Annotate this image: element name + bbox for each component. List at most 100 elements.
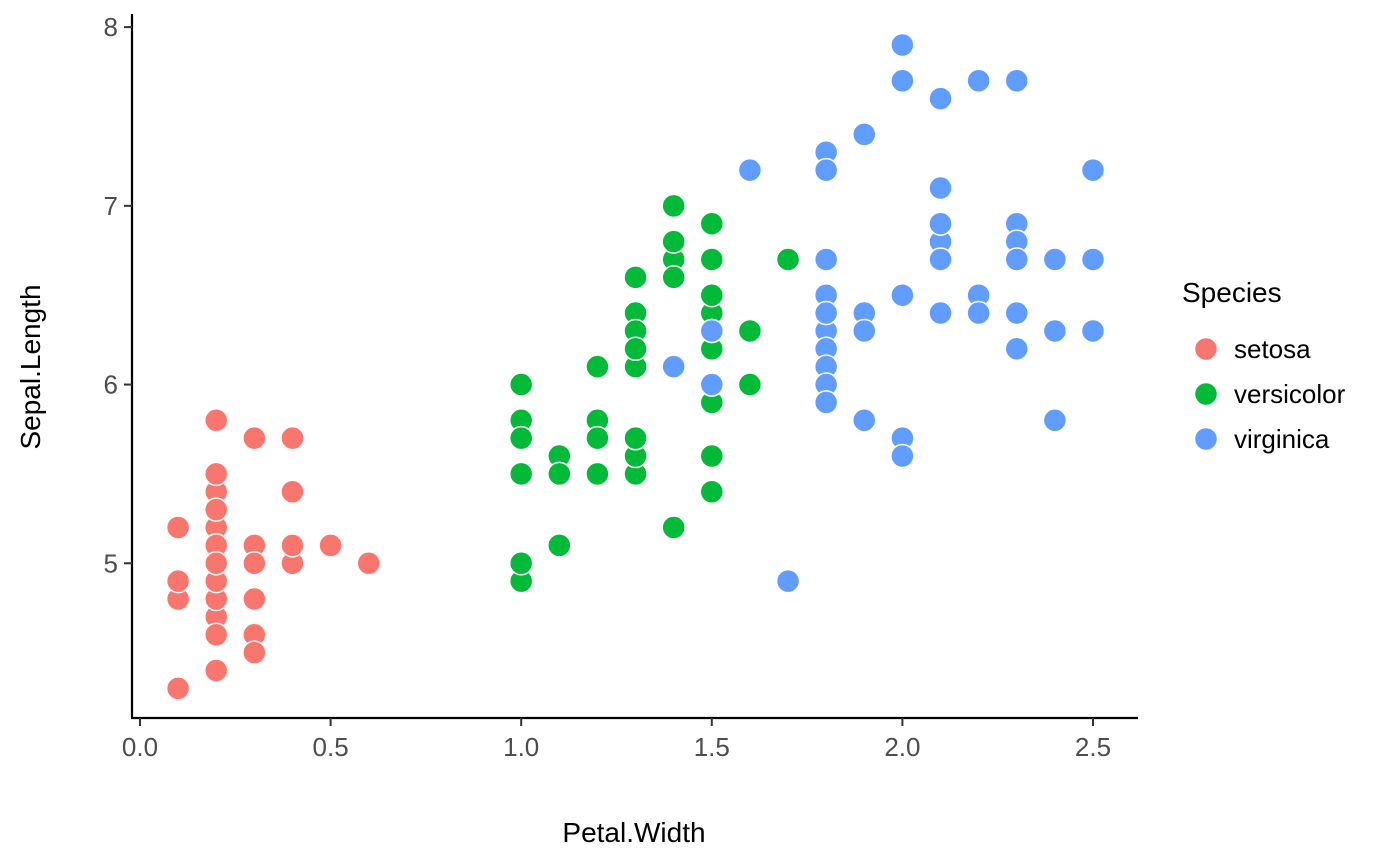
point-virginica: [813, 247, 839, 272]
point-setosa: [165, 676, 191, 701]
point-versicolor: [699, 247, 725, 272]
point-versicolor: [508, 461, 534, 487]
point-setosa: [203, 658, 229, 683]
point-virginica: [1080, 318, 1106, 344]
point-setosa: [356, 551, 381, 576]
point-versicolor: [508, 425, 534, 451]
point-versicolor: [661, 193, 686, 219]
legend-label-virginica: virginica: [1234, 424, 1330, 454]
point-virginica: [928, 211, 953, 236]
y-axis-ticks: 5 6 7 8: [104, 12, 132, 578]
point-setosa: [203, 622, 229, 647]
point-setosa: [203, 551, 229, 576]
point-versicolor: [585, 354, 610, 379]
point-versicolor: [623, 425, 648, 451]
point-virginica: [1004, 68, 1030, 93]
point-versicolor: [699, 443, 725, 469]
x-tick-label: 0.5: [313, 732, 349, 762]
x-tick-label: 2.5: [1075, 732, 1111, 762]
point-versicolor: [699, 211, 725, 236]
points-layer: [165, 32, 1106, 701]
point-virginica: [661, 354, 686, 379]
point-virginica: [928, 300, 953, 326]
point-versicolor: [661, 229, 686, 254]
legend-key-versicolor: [1193, 381, 1219, 407]
x-tick-label: 1.5: [694, 732, 730, 762]
point-virginica: [966, 300, 991, 326]
point-virginica: [775, 568, 801, 594]
point-virginica: [966, 68, 991, 93]
point-versicolor: [547, 533, 572, 558]
point-setosa: [203, 408, 229, 433]
y-tick-label: 6: [104, 370, 118, 400]
point-virginica: [1042, 408, 1068, 433]
point-versicolor: [775, 247, 801, 272]
point-virginica: [1080, 247, 1106, 272]
point-virginica: [890, 443, 915, 469]
point-versicolor: [661, 515, 686, 540]
legend-title: Species: [1182, 277, 1282, 308]
point-virginica: [813, 300, 839, 326]
point-virginica: [852, 122, 877, 147]
point-virginica: [813, 390, 839, 415]
point-setosa: [242, 586, 267, 612]
legend-label-versicolor: versicolor: [1234, 379, 1346, 409]
point-virginica: [1042, 318, 1068, 344]
point-versicolor: [508, 372, 534, 397]
point-versicolor: [699, 479, 725, 505]
point-versicolor: [585, 461, 610, 487]
point-versicolor: [585, 425, 610, 451]
point-virginica: [699, 318, 725, 344]
y-tick-label: 7: [104, 191, 118, 221]
point-virginica: [928, 175, 953, 201]
point-virginica: [890, 68, 915, 93]
point-versicolor: [737, 372, 763, 397]
point-setosa: [203, 497, 229, 522]
point-setosa: [280, 425, 305, 451]
legend: Species setosa versicolor virginica: [1182, 277, 1346, 454]
point-versicolor: [508, 551, 534, 576]
legend-items: setosa versicolor virginica: [1193, 334, 1346, 454]
point-virginica: [1004, 300, 1030, 326]
point-versicolor: [623, 336, 648, 362]
point-virginica: [737, 157, 763, 183]
point-versicolor: [623, 265, 648, 290]
point-virginica: [890, 282, 915, 308]
point-virginica: [1042, 247, 1068, 272]
x-axis-title: Petal.Width: [562, 817, 705, 848]
legend-key-setosa: [1193, 336, 1219, 362]
point-setosa: [280, 479, 305, 505]
point-virginica: [890, 32, 915, 58]
point-virginica: [699, 372, 725, 397]
point-virginica: [852, 318, 877, 344]
legend-label-setosa: setosa: [1234, 334, 1311, 364]
point-virginica: [928, 86, 953, 111]
x-tick-label: 0.0: [122, 732, 158, 762]
point-versicolor: [699, 282, 725, 308]
point-versicolor: [547, 461, 572, 487]
point-versicolor: [661, 265, 686, 290]
point-setosa: [165, 515, 191, 540]
x-tick-label: 1.0: [503, 732, 539, 762]
point-setosa: [318, 533, 343, 558]
point-setosa: [165, 568, 191, 594]
point-setosa: [242, 640, 267, 665]
point-virginica: [1004, 247, 1030, 272]
x-axis-ticks: 0.0 0.5 1.0 1.5 2.0 2.5: [122, 718, 1111, 762]
point-virginica: [813, 157, 839, 183]
y-tick-label: 8: [104, 12, 118, 42]
point-setosa: [203, 461, 229, 487]
x-tick-label: 2.0: [884, 732, 920, 762]
point-virginica: [852, 408, 877, 433]
point-virginica: [928, 247, 953, 272]
point-setosa: [242, 551, 267, 576]
point-setosa: [280, 533, 305, 558]
point-versicolor: [737, 318, 763, 344]
point-virginica: [1004, 336, 1030, 362]
point-virginica: [1080, 157, 1106, 183]
point-setosa: [242, 425, 267, 451]
y-tick-label: 5: [104, 548, 118, 578]
y-axis-title: Sepal.Length: [15, 284, 46, 449]
legend-key-virginica: [1193, 426, 1219, 452]
